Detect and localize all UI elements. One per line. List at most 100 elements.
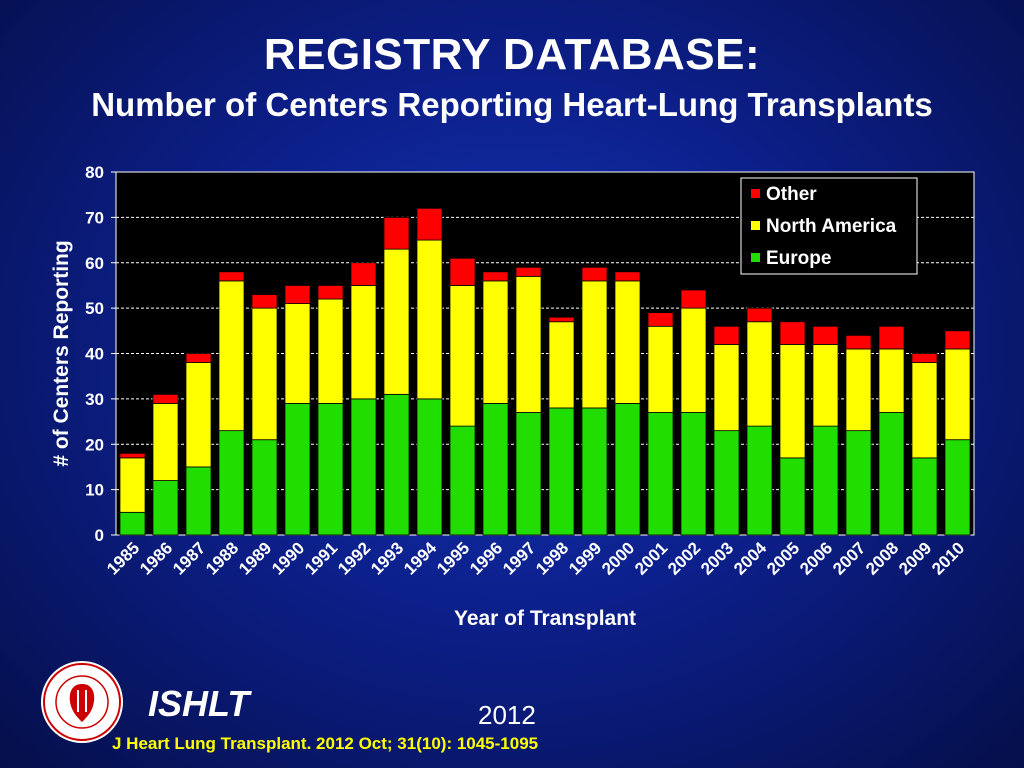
- bar-north-america: [647, 325, 674, 413]
- bar-europe: [713, 430, 740, 536]
- x-tick-label: 2006: [796, 538, 836, 578]
- bar-other: [581, 266, 608, 282]
- x-tick-label: 1993: [367, 538, 407, 578]
- bar-north-america: [911, 362, 938, 459]
- bar-north-america: [878, 348, 905, 413]
- bar-other: [647, 312, 674, 327]
- x-tick-label: 1996: [466, 538, 506, 578]
- legend-label: North America: [766, 216, 897, 237]
- bar-other: [548, 316, 575, 323]
- bar-other: [350, 262, 377, 286]
- x-tick-label: 1989: [235, 538, 275, 578]
- bar-other: [185, 353, 212, 363]
- organization-name: ISHLT: [148, 683, 250, 724]
- bar-other: [878, 325, 905, 350]
- bar-north-america: [350, 285, 377, 400]
- bar-europe: [251, 439, 278, 536]
- bar-europe: [746, 425, 773, 536]
- bar-other: [416, 207, 443, 241]
- bar-north-america: [812, 344, 839, 427]
- bar-other: [317, 285, 344, 300]
- bar-north-america: [548, 321, 575, 409]
- bar-other: [746, 307, 773, 323]
- y-tick-label: 50: [85, 299, 104, 318]
- bar-europe: [317, 403, 344, 536]
- ishlt-logo-icon: [41, 661, 123, 743]
- x-tick-label: 1988: [202, 538, 242, 578]
- bar-other: [515, 266, 542, 277]
- bar-north-america: [515, 275, 542, 413]
- bar-north-america: [317, 298, 344, 404]
- bar-north-america: [614, 280, 641, 404]
- bar-north-america: [713, 344, 740, 432]
- bar-north-america: [119, 457, 146, 513]
- bar-europe: [812, 425, 839, 536]
- y-tick-label: 30: [85, 390, 104, 409]
- legend-swatch: [751, 221, 760, 230]
- x-tick-label: 1998: [532, 538, 572, 578]
- bar-europe: [152, 480, 179, 536]
- legend-label: Europe: [766, 248, 831, 269]
- bar-europe: [845, 430, 872, 536]
- bar-other: [449, 257, 476, 286]
- bar-europe: [911, 457, 938, 536]
- bar-europe: [284, 403, 311, 536]
- x-tick-label: 1995: [433, 538, 473, 578]
- bar-other: [218, 271, 245, 282]
- legend-swatch: [751, 189, 760, 198]
- x-tick-label: 2002: [664, 538, 704, 578]
- bar-other: [251, 294, 278, 309]
- bar-other: [911, 353, 938, 363]
- bar-europe: [878, 412, 905, 536]
- bar-europe: [218, 430, 245, 536]
- bar-north-america: [218, 280, 245, 432]
- x-tick-label: 2009: [895, 538, 935, 578]
- x-tick-label: 2005: [763, 538, 803, 578]
- x-tick-label: 2004: [730, 538, 771, 579]
- y-tick-label: 10: [85, 481, 104, 500]
- stacked-bar-chart: 0102030405060708019851986198719881989199…: [85, 163, 975, 630]
- bar-north-america: [284, 303, 311, 404]
- x-tick-label: 1994: [400, 538, 441, 579]
- bar-europe: [548, 407, 575, 536]
- bar-europe: [449, 425, 476, 536]
- bar-other: [944, 330, 971, 350]
- bar-europe: [416, 398, 443, 536]
- bar-other: [680, 289, 707, 309]
- y-tick-label: 40: [85, 345, 104, 364]
- bar-europe: [779, 457, 806, 536]
- bar-north-america: [944, 348, 971, 441]
- bar-north-america: [482, 280, 509, 404]
- bar-other: [383, 216, 410, 250]
- bar-other: [845, 334, 872, 350]
- x-tick-label: 1986: [136, 538, 176, 578]
- bar-other: [119, 452, 146, 459]
- x-axis-label: Year of Transplant: [454, 607, 636, 630]
- bar-europe: [119, 511, 146, 536]
- bar-other: [284, 285, 311, 304]
- x-tick-label: 1999: [565, 538, 605, 578]
- x-tick-label: 1985: [103, 538, 143, 578]
- bar-europe: [614, 403, 641, 536]
- bar-europe: [680, 412, 707, 536]
- bar-north-america: [845, 348, 872, 432]
- bar-north-america: [152, 403, 179, 481]
- bar-north-america: [680, 307, 707, 413]
- bar-europe: [515, 412, 542, 536]
- x-tick-label: 2008: [862, 538, 902, 578]
- bar-north-america: [383, 248, 410, 395]
- bar-other: [779, 321, 806, 345]
- x-tick-label: 1987: [169, 538, 209, 578]
- x-tick-label: 2001: [631, 538, 671, 578]
- slide-subtitle: Number of Centers Reporting Heart-Lung T…: [91, 86, 933, 123]
- bar-europe: [944, 439, 971, 536]
- bar-north-america: [581, 280, 608, 409]
- bar-other: [152, 393, 179, 404]
- y-tick-label: 80: [85, 163, 104, 182]
- bar-europe: [647, 412, 674, 536]
- bar-europe: [383, 393, 410, 536]
- bar-europe: [185, 466, 212, 536]
- legend-swatch: [751, 253, 760, 262]
- x-tick-label: 1991: [301, 538, 341, 578]
- bar-north-america: [779, 344, 806, 459]
